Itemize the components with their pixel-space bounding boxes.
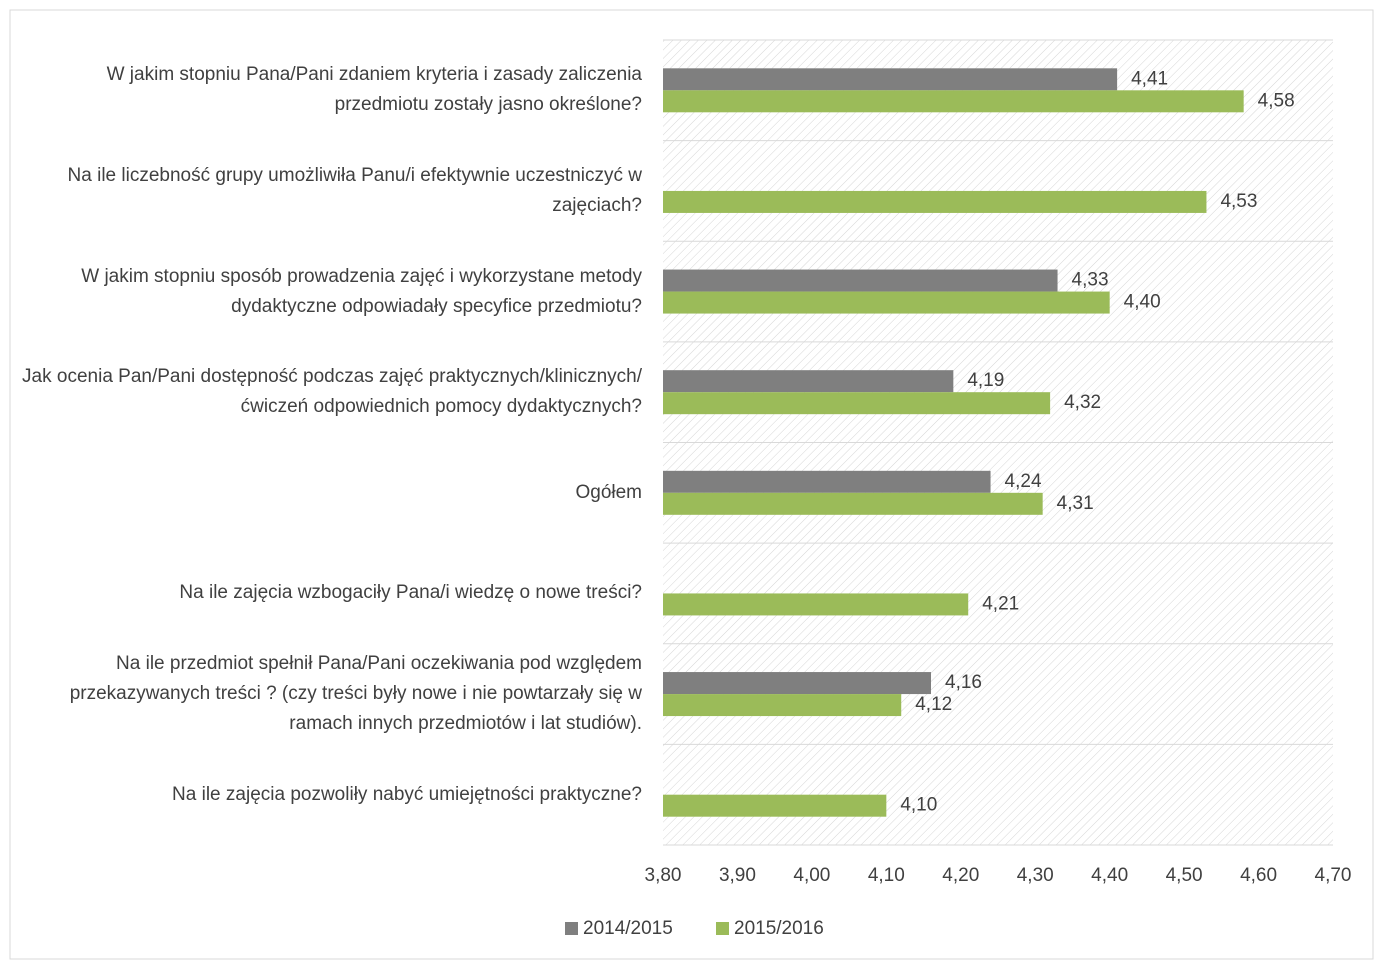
value-label: 4,12 <box>915 694 952 715</box>
value-label: 4,58 <box>1258 90 1295 111</box>
bar <box>663 794 887 817</box>
bar <box>663 269 1058 292</box>
x-tick-label: 4,10 <box>868 865 905 886</box>
category-label: Na ile zajęcia pozwoliły nabyć umiejętno… <box>172 783 642 805</box>
value-label: 4,33 <box>1072 270 1109 291</box>
x-tick-label: 4,50 <box>1166 865 1203 886</box>
x-tick-label: 3,80 <box>645 865 682 886</box>
x-tick-label: 3,90 <box>719 865 756 886</box>
bar <box>663 291 1110 314</box>
category-label: Jak ocenia Pan/Pani dostępność podczas z… <box>22 366 642 418</box>
value-label: 4,16 <box>945 672 982 693</box>
x-tick-label: 4,40 <box>1091 865 1128 886</box>
legend-swatch <box>565 922 578 935</box>
value-label: 4,40 <box>1124 292 1161 313</box>
category-label: W jakim stopniu sposób prowadzenia zajęć… <box>81 265 642 317</box>
value-label: 4,21 <box>982 593 1019 614</box>
bar <box>663 392 1051 415</box>
category-label: Na ile przedmiot spełnił Pana/Pani oczek… <box>69 653 642 735</box>
category-label: W jakim stopniu Pana/Pani zdaniem kryter… <box>106 64 642 116</box>
value-label: 4,24 <box>1005 471 1042 492</box>
bar <box>663 90 1244 113</box>
legend-swatch <box>716 922 729 935</box>
legend-label: 2014/2015 <box>583 918 673 939</box>
bar <box>663 470 991 493</box>
bar <box>663 190 1207 213</box>
legend-label: 2015/2016 <box>734 918 824 939</box>
bar <box>663 593 969 616</box>
category-label: Na ile zajęcia wzbogaciły Pana/i wiedzę … <box>179 582 642 604</box>
bar <box>663 694 902 717</box>
value-label: 4,32 <box>1064 392 1101 413</box>
value-label: 4,41 <box>1131 68 1168 89</box>
x-tick-label: 4,70 <box>1315 865 1352 886</box>
value-label: 4,53 <box>1220 191 1257 212</box>
category-label: Na ile liczebność grupy umożliwiła Panu/… <box>67 164 642 216</box>
x-tick-label: 4,30 <box>1017 865 1054 886</box>
x-tick-label: 4,00 <box>793 865 830 886</box>
value-label: 4,19 <box>967 370 1004 391</box>
bar <box>663 370 954 393</box>
bar <box>663 672 931 695</box>
bar <box>663 492 1043 515</box>
x-tick-label: 4,20 <box>942 865 979 886</box>
value-label: 4,31 <box>1057 493 1094 514</box>
category-label: Ogółem <box>575 481 642 503</box>
x-tick-label: 4,60 <box>1240 865 1277 886</box>
bar <box>663 68 1118 91</box>
value-label: 4,10 <box>900 795 937 816</box>
